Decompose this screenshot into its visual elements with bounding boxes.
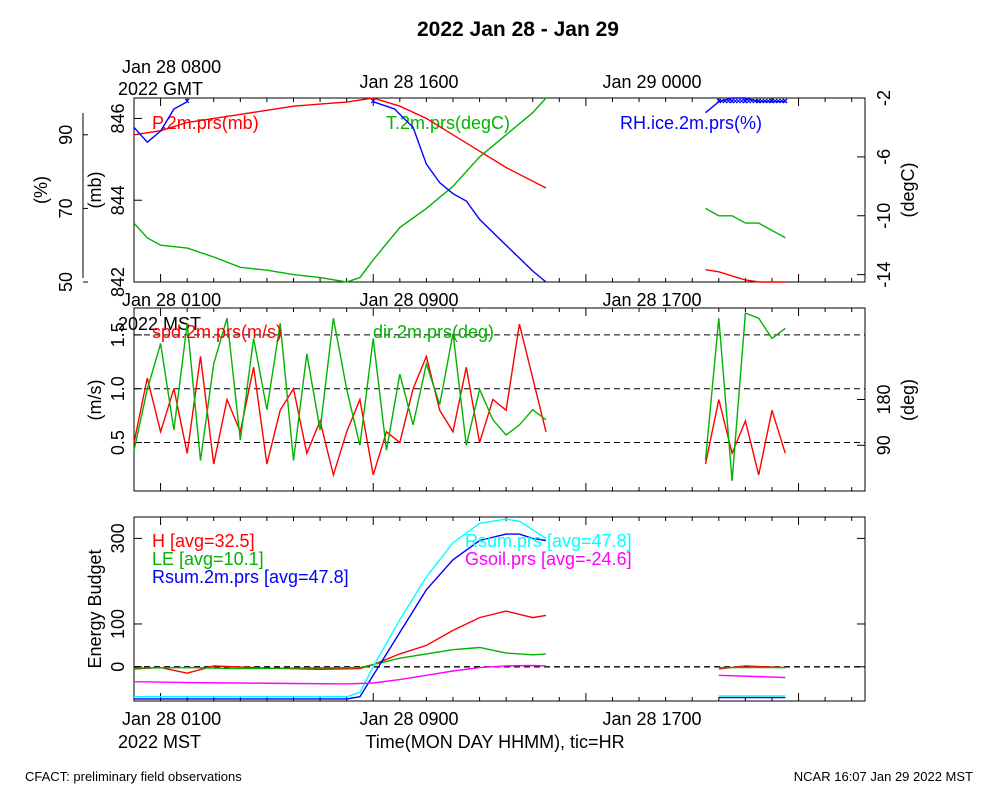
footer-left: CFACT: preliminary field observations — [25, 769, 242, 784]
panel2-legend-direction: dir.2m.prs(deg) — [373, 322, 494, 342]
panel2-ticks: 0.5 1.0 1.5 90 180 — [108, 308, 894, 491]
panel3-frame — [133, 516, 866, 702]
rh-saturation-marker — [184, 98, 190, 104]
series-line-t-2m-prs-degc--seg1 — [705, 207, 786, 239]
series-line-le-seg0 — [133, 646, 547, 670]
energy-tick-label: 0 — [108, 662, 128, 672]
panel1-mb-axis-label: (mb) — [85, 172, 105, 209]
series-line-rsum-prs-seg0 — [134, 518, 547, 698]
degc-tick-label: -2 — [874, 90, 894, 106]
rh-saturation-marker — [370, 98, 376, 104]
mst-tick-label-0-p2: Jan 28 0100 — [122, 290, 221, 310]
deg-tick-label: 180 — [874, 384, 894, 414]
x-axis-title: Time(MON DAY HHMM), tic=HR — [365, 732, 624, 752]
panel1-series — [133, 97, 788, 283]
ms-tick-label: 1.0 — [108, 376, 128, 401]
gmt-tick-label-2: Jan 29 0000 — [602, 72, 701, 92]
panel3-series — [133, 518, 786, 700]
mst-tick-label-2-p2: Jan 28 1700 — [602, 290, 701, 310]
deg-tick-label: 90 — [874, 435, 894, 455]
mst-year-label-p2: 2022 MST — [118, 314, 201, 334]
mst-year-label: 2022 MST — [118, 732, 201, 752]
panel2-deg-axis-label: (deg) — [898, 379, 918, 421]
panel2-series — [133, 312, 786, 481]
gmt-tick-label-1: Jan 28 1600 — [359, 72, 458, 92]
mst-tick-label-0: Jan 28 0100 — [122, 709, 221, 729]
panel1-pct-axis-label: (%) — [31, 176, 51, 204]
series-line-rsum-2m-prs-seg0 — [134, 533, 547, 700]
panel1-legend-temperature: T.2m.prs(degC) — [386, 113, 510, 133]
panel3-ylabel: Energy Budget — [85, 549, 105, 668]
pct-tick-label: 50 — [56, 272, 76, 292]
panel1-legend-rh: RH.ice.2m.prs(%) — [620, 113, 762, 133]
series-line-gsoil-prs-seg1 — [718, 674, 786, 679]
series-line-h-seg0 — [133, 610, 547, 674]
degc-tick-label: -14 — [874, 262, 894, 288]
panel3-legend-rsum2m: Rsum.2m.prs [avg=47.8] — [152, 567, 349, 587]
mst-tick-label-1: Jan 28 0900 — [359, 709, 458, 729]
ms-tick-label: 0.5 — [108, 430, 128, 455]
series-line-rh-ice-2m-prs--seg0 — [133, 101, 188, 144]
energy-tick-label: 300 — [108, 523, 128, 553]
series-line-p-2m-prs-mb--seg0 — [133, 97, 547, 189]
panel3-legend-rsum: Rsum.prs [avg=47.8] — [465, 531, 632, 551]
degc-tick-label: -10 — [874, 203, 894, 229]
footer-right: NCAR 16:07 Jan 29 2022 MST — [794, 769, 973, 784]
series-line-p-2m-prs-mb--seg1 — [705, 269, 786, 283]
mb-tick-label: 844 — [108, 185, 128, 215]
energy-tick-label: 100 — [108, 609, 128, 639]
panel1-degc-axis-label: (degC) — [898, 162, 918, 217]
pct-tick-label: 90 — [56, 125, 76, 145]
rh-saturation-marker — [782, 98, 788, 104]
mb-tick-label: 846 — [108, 103, 128, 133]
gmt-year-label: 2022 GMT — [118, 79, 203, 99]
panel3-legend-gsoil: Gsoil.prs [avg=-24.6] — [465, 549, 632, 569]
panel1-legend-pressure: P.2m.prs(mb) — [152, 113, 259, 133]
series-line-dir-2m-prs-deg--seg1 — [704, 312, 786, 481]
panel3-legend-h: H [avg=32.5] — [152, 531, 255, 551]
ms-tick-label: 1.5 — [108, 322, 128, 347]
series-line-dir-2m-prs-deg--seg0 — [133, 318, 547, 461]
panel2-legend-speed: spd.2m.prs(m/s) — [152, 322, 282, 342]
panel3-legend-le: LE [avg=10.1] — [152, 549, 264, 569]
series-line-gsoil-prs-seg0 — [133, 664, 547, 685]
degc-tick-label: -6 — [874, 149, 894, 165]
mb-tick-label: 842 — [108, 267, 128, 297]
panel1-ticks: 50 70 90 842 844 846 -14 -10 -6 -2 — [56, 90, 894, 297]
panel2-ms-axis-label: (m/s) — [85, 380, 105, 421]
gmt-tick-label-0: Jan 28 0800 — [122, 57, 221, 77]
pct-tick-label: 70 — [56, 198, 76, 218]
mst-tick-label-2: Jan 28 1700 — [602, 709, 701, 729]
series-line-spd-2m-prs-m-s--seg1 — [704, 399, 786, 476]
series-line-rh-ice-2m-prs--seg1 — [372, 101, 547, 283]
panel1-frame — [133, 97, 866, 283]
series-line-t-2m-prs-degc--seg0 — [133, 97, 547, 283]
figure-title: 2022 Jan 28 - Jan 29 — [417, 18, 619, 41]
mst-tick-label-1-p2: Jan 28 0900 — [359, 290, 458, 310]
series-line-spd-2m-prs-m-s--seg0 — [133, 323, 547, 478]
